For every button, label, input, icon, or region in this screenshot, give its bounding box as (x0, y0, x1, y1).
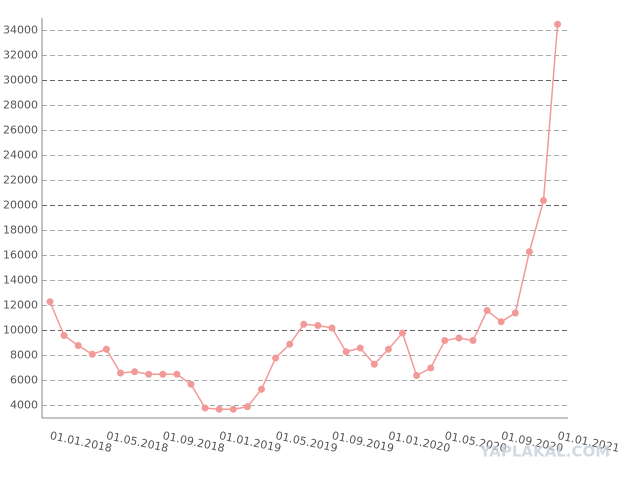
point (441, 337, 449, 344)
y-tick-label: 4000 (10, 399, 38, 412)
point (483, 307, 491, 314)
y-tick-label: 32000 (3, 49, 38, 62)
point (370, 360, 378, 368)
point (102, 345, 110, 353)
point (399, 329, 406, 337)
point (60, 332, 68, 339)
y-tick-label: 8000 (10, 349, 38, 362)
y-tick-label: 14000 (3, 274, 38, 287)
point (74, 342, 82, 349)
y-tick-label: 28000 (3, 99, 38, 112)
point (540, 197, 547, 204)
point (201, 404, 209, 412)
x-tick-label: 01.01.2019 (218, 429, 282, 455)
point (554, 20, 562, 28)
y-tick-label: 6000 (10, 374, 38, 387)
x-tick-label: 01.01.2018 (49, 429, 113, 455)
watermark: YAPLAKAL.COM (479, 443, 610, 461)
point (117, 369, 124, 377)
point (511, 309, 519, 317)
point (187, 380, 195, 388)
point (427, 364, 435, 372)
point (46, 298, 54, 306)
point (229, 405, 237, 413)
y-tick-label: 30000 (3, 74, 38, 87)
y-tick-label: 20000 (3, 199, 38, 212)
point (356, 344, 364, 352)
x-tick-label: 01.05.2018 (105, 429, 169, 455)
point (272, 354, 280, 362)
point (159, 370, 167, 378)
point (497, 318, 505, 326)
x-tick-label: 01.05.2019 (274, 429, 338, 455)
y-tick-label: 10000 (3, 324, 38, 337)
y-tick-label: 22000 (3, 174, 38, 187)
point (243, 403, 251, 411)
point (173, 370, 181, 378)
point (300, 320, 308, 328)
point (314, 322, 322, 329)
point (328, 324, 336, 332)
point (258, 385, 265, 393)
point (88, 350, 96, 358)
point (145, 370, 153, 378)
point (131, 368, 139, 376)
y-tick-label: 34000 (3, 24, 38, 37)
y-tick-label: 18000 (3, 224, 38, 237)
y-tick-label: 26000 (3, 124, 38, 137)
y-tick-label: 16000 (3, 249, 38, 262)
plot: 4000 6000 8000 10000 12000 14000 16000 18000 200… (3, 18, 621, 455)
point (413, 372, 421, 379)
point (525, 248, 533, 256)
y-tick-label: 24000 (3, 149, 38, 162)
x-tick-label: 01.09.2019 (331, 429, 395, 455)
y-tick-label: 12000 (3, 299, 38, 312)
point (215, 405, 223, 413)
x-tick-label: 01.01.2020 (387, 429, 451, 455)
point (384, 345, 392, 353)
line (49, 24, 559, 410)
x-tick-label: 01.09.2018 (162, 429, 226, 455)
point (342, 348, 350, 356)
point (469, 337, 477, 344)
point (455, 334, 463, 342)
point (286, 340, 294, 348)
